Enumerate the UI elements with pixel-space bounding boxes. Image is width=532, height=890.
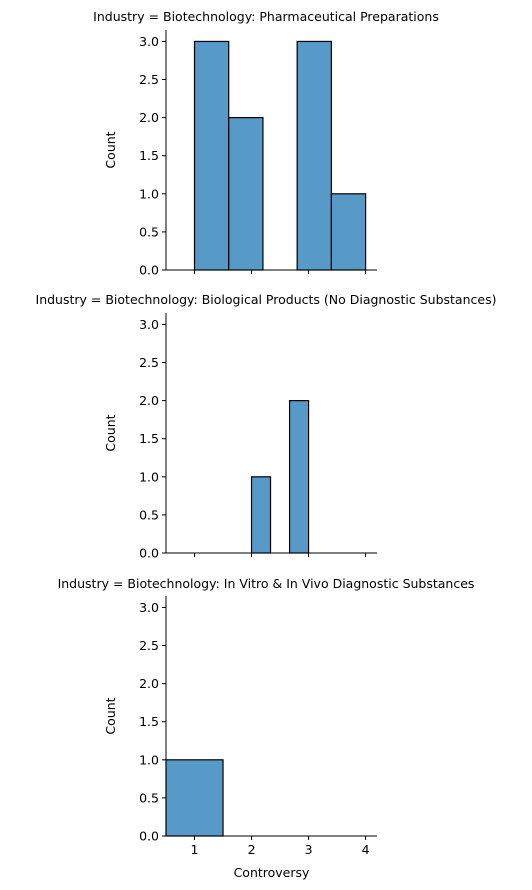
facet-panel-1: Industry = Biotechnology: Pharmaceutical… bbox=[93, 9, 439, 278]
histogram-bar-1 bbox=[250, 476, 272, 554]
x-tick-label: 3 bbox=[305, 842, 313, 857]
y-axis-label: Count bbox=[103, 414, 118, 451]
y-axis-label: Count bbox=[103, 697, 118, 734]
y-axis-label: Count bbox=[103, 131, 118, 168]
x-tick-label: 1 bbox=[191, 842, 199, 857]
histogram-bar-2 bbox=[288, 400, 310, 554]
histogram-bar-2 bbox=[228, 117, 264, 271]
y-tick-label: 1.5 bbox=[139, 148, 159, 163]
x-tick-label: 4 bbox=[362, 842, 370, 857]
facet-panel-2: Industry = Biotechnology: Biological Pro… bbox=[36, 292, 497, 561]
y-tick-label: 2.0 bbox=[139, 393, 159, 408]
y-tick-label: 1.5 bbox=[139, 431, 159, 446]
y-tick-label: 3.0 bbox=[139, 317, 159, 332]
y-tick-label: 1.0 bbox=[139, 752, 159, 767]
x-tick-label: 2 bbox=[248, 842, 256, 857]
y-tick-label: 2.5 bbox=[139, 355, 159, 370]
panel-title: Industry = Biotechnology: Pharmaceutical… bbox=[93, 9, 439, 24]
y-tick-label: 2.0 bbox=[139, 110, 159, 125]
y-tick-label: 0.0 bbox=[139, 546, 159, 561]
y-tick-label: 2.5 bbox=[139, 72, 159, 87]
histogram-bar-4 bbox=[330, 193, 367, 271]
y-tick-label: 3.0 bbox=[139, 34, 159, 49]
y-tick-label: 0.0 bbox=[139, 829, 159, 844]
histogram-bar-1 bbox=[165, 759, 224, 837]
panel-title: Industry = Biotechnology: Biological Pro… bbox=[36, 292, 497, 307]
y-tick-label: 2.0 bbox=[139, 676, 159, 691]
facet-panel-3: Industry = Biotechnology: In Vitro & In … bbox=[58, 576, 475, 880]
histogram-bar-3 bbox=[296, 40, 332, 271]
panel-title: Industry = Biotechnology: In Vitro & In … bbox=[58, 576, 475, 591]
y-tick-label: 0.0 bbox=[139, 263, 159, 278]
y-tick-label: 2.5 bbox=[139, 638, 159, 653]
y-tick-label: 3.0 bbox=[139, 600, 159, 615]
x-axis-label: Controversy bbox=[234, 865, 310, 880]
histogram-bar-1 bbox=[193, 40, 230, 271]
y-tick-label: 1.0 bbox=[139, 469, 159, 484]
y-tick-label: 0.5 bbox=[139, 790, 159, 805]
y-tick-label: 1.0 bbox=[139, 186, 159, 201]
y-tick-label: 1.5 bbox=[139, 714, 159, 729]
y-tick-label: 0.5 bbox=[139, 224, 159, 239]
y-tick-label: 0.5 bbox=[139, 507, 159, 522]
